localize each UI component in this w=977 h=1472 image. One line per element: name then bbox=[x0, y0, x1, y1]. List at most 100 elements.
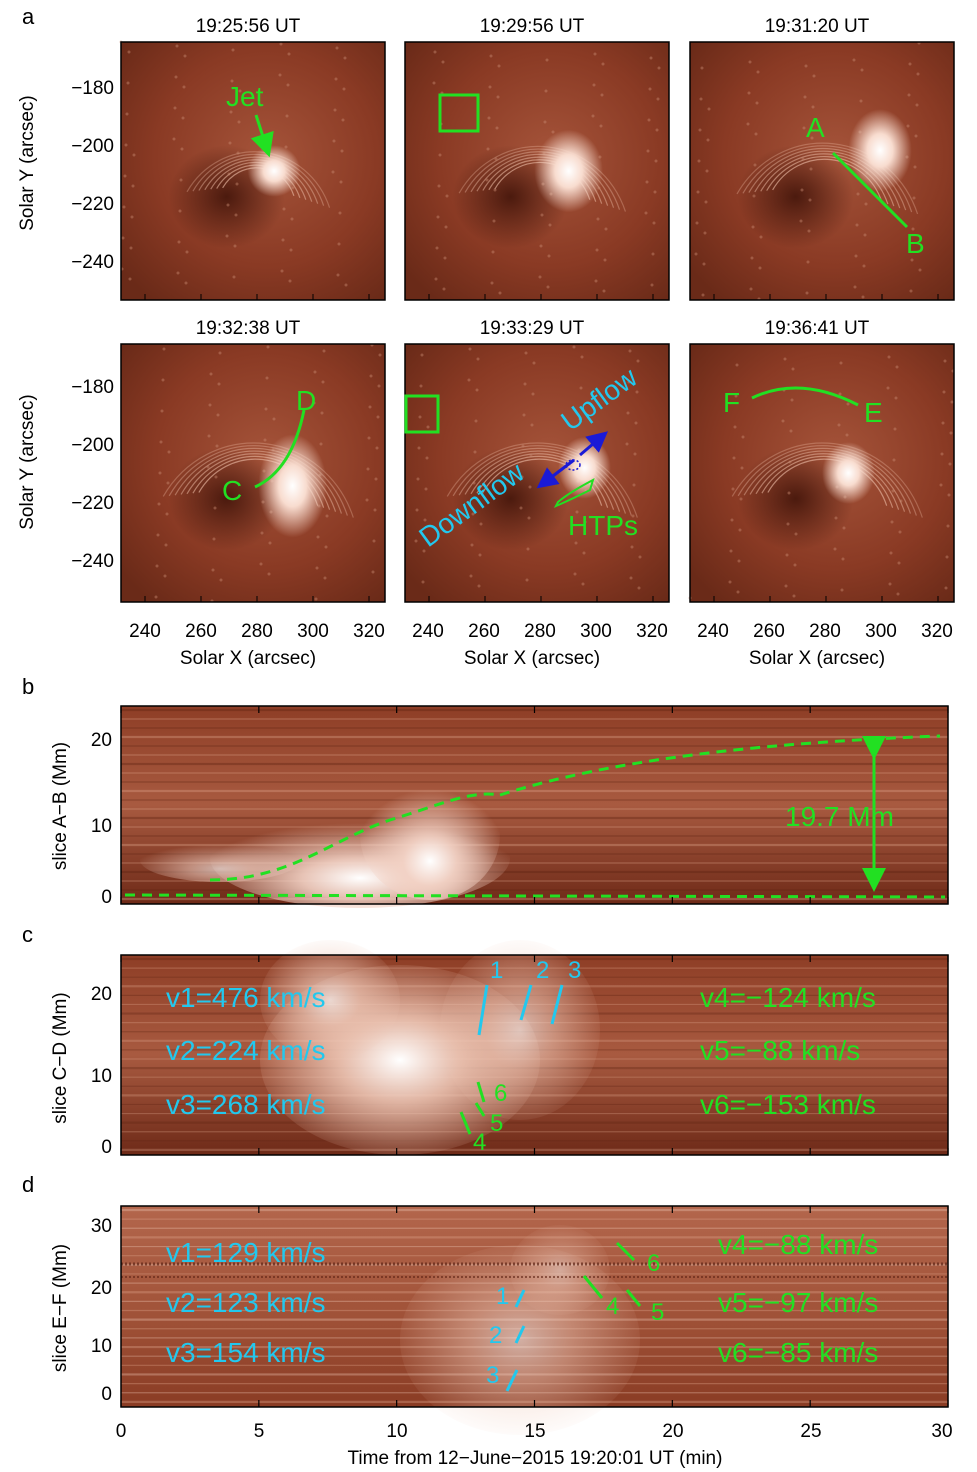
time-title-5: 19:33:29 UT bbox=[480, 318, 585, 339]
slice-label-f: F bbox=[723, 387, 740, 418]
velocity-d-v2: v2=123 km/s bbox=[166, 1287, 326, 1318]
track-label-d-1: 1 bbox=[496, 1283, 509, 1310]
strip-b bbox=[120, 705, 949, 908]
ytick-d-0: 0 bbox=[101, 1384, 112, 1405]
solar-map-6 bbox=[688, 343, 955, 603]
xlabel-a2: Solar X (arcsec) bbox=[464, 648, 600, 669]
slice-ef-line bbox=[751, 386, 859, 407]
track-label-c-3: 3 bbox=[568, 957, 581, 984]
slice-label-b: B bbox=[906, 228, 925, 259]
flow-origin bbox=[565, 459, 581, 471]
jet-arrow bbox=[250, 114, 274, 158]
xtick-a2-280: 280 bbox=[524, 621, 556, 642]
solar-map-4 bbox=[120, 343, 386, 603]
ytick-a2-240: −240 bbox=[71, 551, 114, 572]
track-d-4 bbox=[582, 1275, 604, 1299]
ytick-a1-240: −240 bbox=[71, 252, 114, 273]
slice-label-e: E bbox=[864, 397, 883, 428]
ytick-b-0: 0 bbox=[101, 887, 112, 908]
track-label-c-6: 6 bbox=[494, 1080, 507, 1107]
boundary-baseline bbox=[124, 893, 946, 899]
track-c-3 bbox=[550, 984, 564, 1025]
track-d-1 bbox=[514, 1289, 526, 1308]
time-title-2: 19:29:56 UT bbox=[480, 16, 585, 37]
ytick-d-30: 30 bbox=[91, 1216, 112, 1237]
ytick-d-20: 20 bbox=[91, 1278, 112, 1299]
xtick-a1-260: 260 bbox=[185, 621, 217, 642]
ytick-c-10: 10 bbox=[91, 1066, 112, 1087]
htps-contour bbox=[553, 478, 595, 508]
solar-map-1 bbox=[119, 40, 386, 301]
track-c-4 bbox=[459, 1111, 472, 1135]
ylabel-a-top: Solar Y (arcsec) bbox=[17, 95, 38, 231]
track-d-2 bbox=[514, 1325, 526, 1344]
ylabel-b: slice A−B (Mm) bbox=[50, 742, 71, 870]
velocity-c-v3: v3=268 km/s bbox=[166, 1089, 326, 1120]
velocity-c-v4: v4=−124 km/s bbox=[700, 982, 876, 1013]
ytick-d-10: 10 bbox=[91, 1336, 112, 1357]
track-d-6 bbox=[615, 1241, 636, 1262]
velocity-d-v6: v6=−85 km/s bbox=[718, 1337, 878, 1368]
ytick-a1-200: −200 bbox=[71, 136, 114, 157]
xtick-time-10: 10 bbox=[386, 1421, 407, 1442]
xtick-time-30: 30 bbox=[931, 1421, 952, 1442]
velocity-d-v4: v4=−88 km/s bbox=[718, 1229, 878, 1260]
xtick-time-0: 0 bbox=[116, 1421, 127, 1442]
velocity-d-v3: v3=154 km/s bbox=[166, 1337, 326, 1368]
xtick-a1-240: 240 bbox=[129, 621, 161, 642]
track-c-1 bbox=[477, 984, 489, 1036]
slice-ab-line bbox=[831, 151, 909, 229]
track-c-2 bbox=[519, 984, 533, 1021]
panel-label-d: d bbox=[22, 1172, 34, 1197]
panel-label-b: b bbox=[22, 674, 34, 699]
time-title-1: 19:25:56 UT bbox=[196, 16, 301, 37]
track-c-6 bbox=[476, 1081, 486, 1103]
ylabel-c: slice C−D (Mm) bbox=[50, 992, 71, 1123]
xtick-a3-280: 280 bbox=[809, 621, 841, 642]
track-d-3 bbox=[505, 1369, 519, 1392]
image-maps bbox=[119, 40, 955, 603]
solar-map-3 bbox=[689, 41, 955, 301]
strip-c bbox=[120, 940, 949, 1156]
downflow-arrow bbox=[536, 458, 575, 489]
velocity-c-v1: v1=476 km/s bbox=[166, 982, 326, 1013]
boundary-curve-top bbox=[499, 734, 941, 797]
ytick-a1-220: −220 bbox=[71, 194, 114, 215]
slice-label-c: C bbox=[222, 475, 242, 506]
slice-label-a: A bbox=[806, 112, 825, 143]
jet-label: Jet bbox=[226, 81, 264, 112]
xtick-a1-300: 300 bbox=[297, 621, 329, 642]
ytick-a2-200: −200 bbox=[71, 435, 114, 456]
xtick-a2-240: 240 bbox=[412, 621, 444, 642]
velocity-c-v2: v2=224 km/s bbox=[166, 1035, 326, 1066]
zoom-box-2 bbox=[404, 394, 440, 434]
velocity-d-v5: v5=−97 km/s bbox=[718, 1287, 878, 1318]
xtick-time-20: 20 bbox=[662, 1421, 683, 1442]
panel-label-a: a bbox=[22, 4, 35, 29]
velocity-c-v5: v5=−88 km/s bbox=[700, 1035, 860, 1066]
xlabel-a1: Solar X (arcsec) bbox=[180, 648, 316, 669]
height-label: 19.7 Mm bbox=[785, 801, 894, 832]
slice-label-d: D bbox=[296, 385, 316, 416]
xtick-a3-260: 260 bbox=[753, 621, 785, 642]
track-label-c-2: 2 bbox=[536, 957, 549, 984]
time-title-4: 19:32:38 UT bbox=[196, 318, 301, 339]
xtick-time-15: 15 bbox=[524, 1421, 545, 1442]
upflow-arrow bbox=[579, 431, 609, 457]
xlabel-a3: Solar X (arcsec) bbox=[749, 648, 885, 669]
ylabel-a-bottom: Solar Y (arcsec) bbox=[17, 394, 38, 530]
track-label-c-5: 5 bbox=[490, 1110, 503, 1137]
ytick-b-20: 20 bbox=[91, 730, 112, 751]
time-title-3: 19:31:20 UT bbox=[765, 16, 870, 37]
ytick-b-10: 10 bbox=[91, 816, 112, 837]
track-c-5 bbox=[474, 1102, 486, 1117]
track-label-d-4: 4 bbox=[606, 1293, 619, 1320]
track-label-c-4: 4 bbox=[473, 1129, 486, 1156]
xtick-a3-320: 320 bbox=[921, 621, 953, 642]
boundary-curve-rise bbox=[209, 792, 501, 882]
track-label-d-6: 6 bbox=[647, 1250, 660, 1277]
ytick-a1-180: −180 bbox=[71, 78, 114, 99]
ytick-c-0: 0 bbox=[101, 1137, 112, 1158]
track-d-5 bbox=[625, 1289, 642, 1307]
